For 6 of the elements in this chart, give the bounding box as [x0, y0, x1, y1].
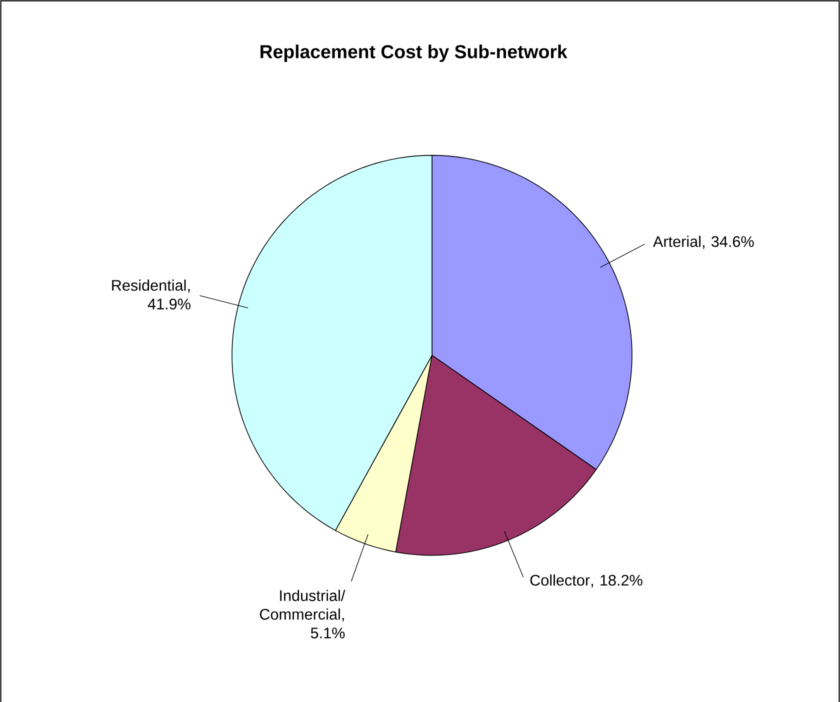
data-label: , 34.6% [702, 236, 754, 249]
slice-label: Residential [112, 280, 186, 291]
slice-label: Collector [530, 574, 590, 586]
slice-label: Arterial [652, 236, 700, 248]
data-label: , 18.2% [591, 574, 642, 588]
chart-title: Replacement Cost by Sub-network [260, 44, 568, 62]
